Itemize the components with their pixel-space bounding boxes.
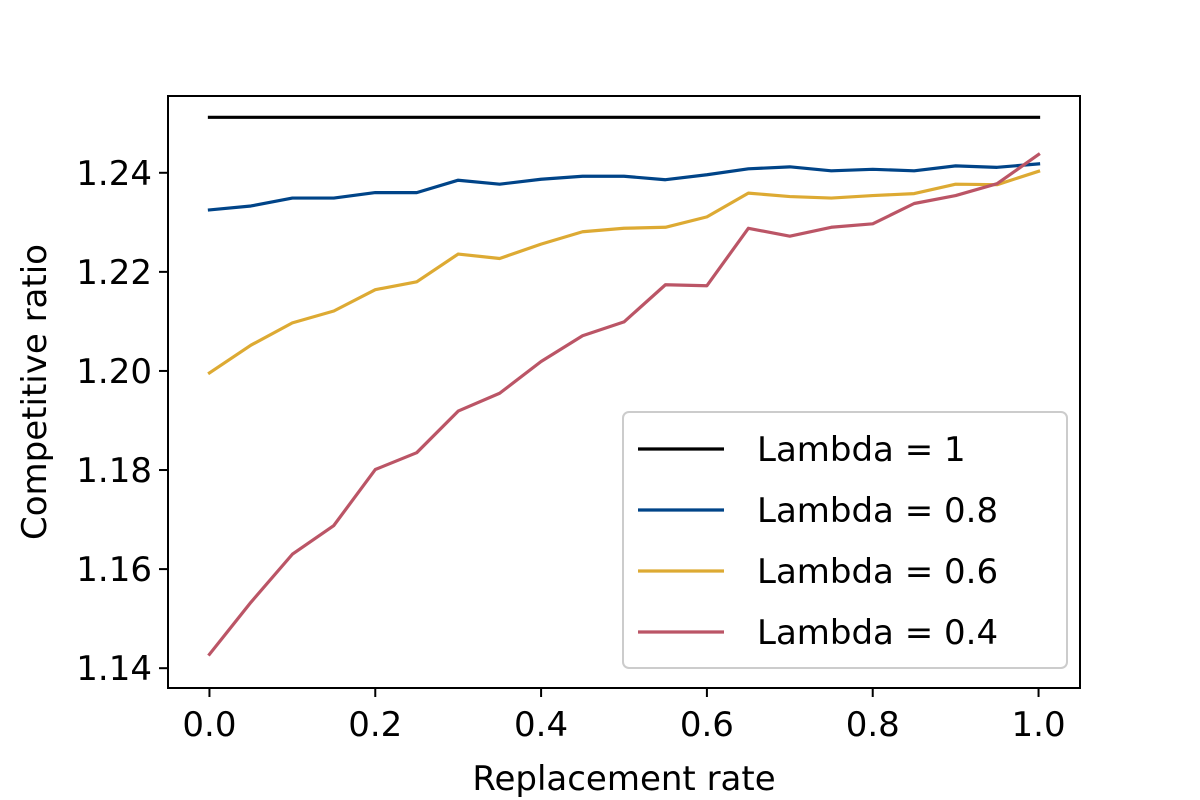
y-axis-ticks: 1.14 1.16 1.18 1.20 1.22 1.24: [76, 154, 168, 689]
legend-label-1: Lambda = 1: [757, 430, 966, 470]
legend: Lambda = 1 Lambda = 0.8 Lambda = 0.6 Lambda…: [622, 411, 1068, 669]
y-tick-label: 1.14: [76, 649, 152, 689]
x-tick-label: 0.4: [514, 705, 568, 745]
x-axis-label: Replacement rate: [472, 759, 775, 799]
series-line-4: [207, 152, 1041, 657]
y-tick-label: 1.24: [76, 154, 152, 194]
series-line-2: [207, 162, 1041, 212]
legend-box: [622, 411, 1068, 669]
y-tick-label: 1.20: [76, 352, 152, 392]
legend-label-2: Lambda = 0.8: [757, 491, 998, 531]
y-axis-label: Competitive ratio: [15, 244, 55, 540]
x-tick-label: 1.0: [1012, 705, 1066, 745]
series-layer: [207, 115, 1041, 657]
plot-frame: [167, 95, 1081, 689]
x-axis-ticks: 0.0 0.2 0.4 0.6 0.8 1.0: [182, 688, 1066, 745]
x-tick-label: 0.8: [846, 705, 900, 745]
x-tick-label: 0.0: [182, 705, 236, 745]
y-tick-label: 1.18: [76, 451, 152, 491]
legend-label-4: Lambda = 0.4: [757, 613, 998, 653]
legend-label-3: Lambda = 0.6: [757, 552, 998, 592]
x-tick-label: 0.6: [680, 705, 734, 745]
y-tick-label: 1.22: [76, 253, 152, 293]
x-tick-label: 0.2: [348, 705, 402, 745]
y-tick-label: 1.16: [76, 550, 152, 590]
series-line-3: [207, 169, 1041, 376]
